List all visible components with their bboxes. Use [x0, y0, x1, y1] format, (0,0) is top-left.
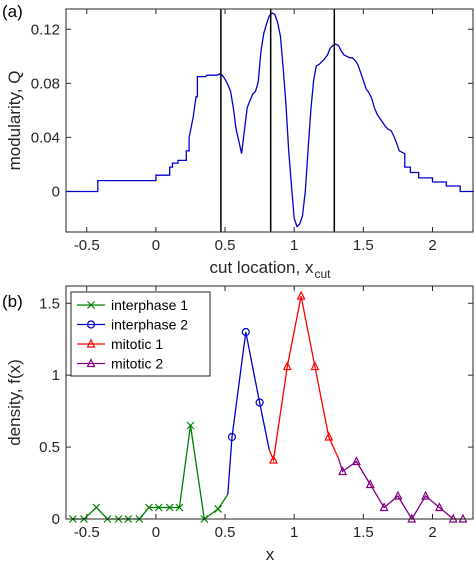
interphase-1-point-stroke [154, 503, 163, 512]
legend-mitotic-2-marker [86, 358, 96, 368]
panel-a-axes-box [65, 8, 474, 233]
interphase-1-point [214, 505, 223, 513]
mitotic-2-line [337, 458, 463, 521]
interphase-1-point-stroke [165, 503, 174, 512]
legend-mitotic-1-label: mitotic 1 [111, 336, 163, 352]
a-x-tick-label: 1.5 [353, 237, 374, 254]
mitotic-2-point [338, 466, 348, 476]
panel-b-ticks: -0.5 0 0.5 1 1.5 2 0 0.5 1 1.5 [39, 286, 473, 541]
b-x-tick-label: 2 [428, 524, 436, 541]
a-y-tick-label: 0 [52, 183, 60, 200]
panel-a: (a) -0.5 0 0.5 1 1.5 2 0 0.04 0.08 0.12 cut locat… [2, 2, 474, 281]
a-x-tick-label: 1 [290, 237, 298, 254]
interphase-1-point [145, 503, 153, 512]
b-x-tick-label: 1 [290, 524, 298, 541]
interphase-1-line [72, 425, 229, 521]
interphase-1-point [175, 503, 184, 512]
interphase-1-point-stroke [214, 505, 223, 513]
interphase-1-point-stroke [175, 503, 184, 512]
panel-b-axes-box [65, 285, 474, 520]
panel-a-x-label-subscript: cut [314, 267, 331, 281]
a-x-tick-label: 0.5 [215, 237, 236, 254]
interphase-1-point-stroke [186, 421, 195, 430]
panel-a-y-axis-label: modularity, Q [5, 71, 24, 171]
b-x-tick-label: 0.5 [215, 524, 236, 541]
mitotic-1-line [268, 295, 340, 463]
mitotic-1-point [282, 361, 292, 371]
mitotic-2-point [351, 456, 361, 466]
interphase-1-point [186, 421, 195, 430]
interphase-1-point [165, 503, 174, 512]
panel-b-x-axis-label: x [266, 545, 275, 564]
legend-interphase-1-marker [87, 301, 95, 309]
mitotic-1-point [268, 454, 278, 464]
panel-b-y-axis-label: density, f(x) [5, 359, 24, 446]
mitotic-1-point [310, 361, 320, 371]
interphase-1-point [154, 503, 163, 512]
panel-a-ticks: -0.5 0 0.5 1 1.5 2 0 0.04 0.08 0.12 [31, 9, 473, 254]
interphase-2-point [255, 398, 264, 407]
b-x-tick-label: 1.5 [353, 524, 374, 541]
legend-interphase-1-label: interphase 1 [111, 297, 188, 313]
panel-a-label: (a) [2, 2, 23, 21]
modularity-curve [66, 12, 474, 228]
interphase-2-point [227, 432, 237, 442]
b-y-tick-label: 0 [52, 511, 60, 528]
b-x-tick-label: 0 [152, 524, 160, 541]
legend-interphase-2-label: interphase 2 [111, 317, 188, 333]
interphase-2-line [227, 331, 270, 495]
interphase-1-point-stroke [92, 503, 101, 512]
mitotic-2-point [365, 479, 375, 489]
b-y-tick-label: 1.5 [39, 295, 60, 312]
mitotic-1-point [296, 290, 306, 300]
panel-b: (b) -0.5 0 0.5 1 1.5 2 0 0.5 1 1.5 x density, f(x… [2, 285, 474, 564]
panel-b-label: (b) [2, 292, 23, 311]
a-y-tick-label: 0.04 [31, 129, 60, 146]
legend-interphase-2-marker [86, 320, 96, 329]
b-y-tick-label: 1 [52, 367, 60, 384]
interphase-1-point-stroke [145, 503, 153, 512]
panel-a-x-label-main: cut location, x [210, 258, 314, 277]
legend-box [70, 291, 211, 377]
legend-mitotic-2-label: mitotic 2 [111, 356, 163, 372]
panel-a-x-axis-label: cut location, xcut [210, 258, 332, 281]
legend-mitotic-1-marker [86, 338, 96, 348]
a-x-tick-label: -0.5 [74, 237, 100, 254]
mitotic-2-point [421, 490, 431, 500]
a-y-tick-label: 0.12 [31, 21, 60, 38]
panel-a-data [66, 9, 474, 232]
mitotic-1-point [324, 431, 334, 441]
panel-b-legend: interphase 1 interphase 2 mitotic 1 mitotic… [70, 291, 211, 377]
a-x-tick-label: 2 [428, 237, 436, 254]
mitotic-2-point [379, 502, 389, 512]
interphase-1-point [92, 503, 101, 512]
mitotic-2-point [434, 502, 444, 512]
legend-interphase-1-marker-stroke [87, 301, 95, 309]
b-x-tick-label: -0.5 [74, 524, 100, 541]
a-y-tick-label: 0.08 [31, 75, 60, 92]
mitotic-2-point [393, 490, 403, 500]
a-x-tick-label: 0 [152, 237, 160, 254]
b-y-tick-label: 0.5 [39, 439, 60, 456]
interphase-2-point [241, 327, 250, 337]
